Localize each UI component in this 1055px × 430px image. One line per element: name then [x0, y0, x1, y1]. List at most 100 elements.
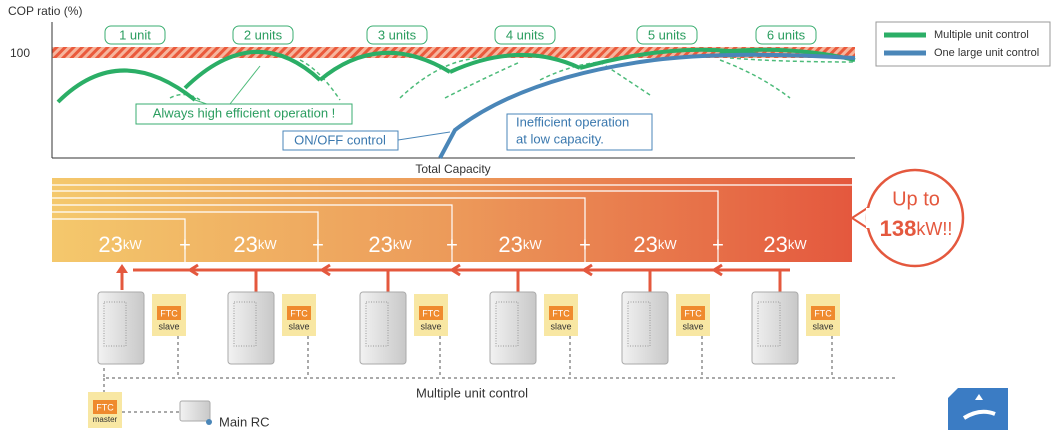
total-value: 138kW!! [880, 216, 953, 241]
extension-curves [169, 57, 856, 101]
ftc-role: slave [420, 321, 441, 331]
ftc-role: slave [158, 321, 179, 331]
pointer [397, 131, 451, 141]
pointer [229, 65, 261, 105]
unit-grille [103, 301, 127, 347]
capacity-value: 23 [763, 232, 787, 257]
unit-tag [636, 25, 698, 45]
capacity-unit: kW [123, 237, 143, 252]
multiple-unit-curve [56, 47, 856, 104]
callout-text: Always high efficient operation ! [153, 105, 336, 120]
arrow [116, 264, 128, 273]
ftc-label: FTC [552, 308, 570, 318]
ftc-role: slave [288, 321, 309, 331]
legend-label: One large unit control [934, 47, 1039, 59]
capacity-value: 23 [233, 232, 257, 257]
unit-tag [755, 25, 817, 45]
total-prefix: Up to [892, 188, 940, 210]
unit-tag [366, 25, 428, 45]
capacity-block: 23kW [498, 232, 542, 257]
ftc-role: slave [682, 321, 703, 331]
outdoor-unit [621, 291, 669, 365]
capacity-unit: kW [393, 237, 413, 252]
unit-grille [757, 301, 781, 347]
ftc-chip [419, 306, 443, 320]
plus: + [312, 234, 324, 256]
unit-grille [365, 301, 389, 347]
callout-box [135, 103, 353, 125]
sd-logo [948, 388, 1008, 430]
arrow [711, 263, 742, 277]
arrow [581, 263, 612, 277]
y-axis-label: COP ratio (%) [8, 4, 82, 18]
unit-tag-label: 1 unit [119, 27, 151, 42]
unit-grille [233, 301, 257, 347]
unit-tag-label: 5 units [648, 27, 687, 42]
capacity-block: 23kW [98, 232, 142, 257]
ftc-label: FTC [684, 308, 702, 318]
ftc-label: FTC [814, 308, 832, 318]
sd-triangle [975, 394, 983, 400]
total-unit: kW!! [916, 219, 952, 239]
plus: + [179, 234, 191, 256]
remote-label: Main RC [219, 414, 270, 429]
ftc-label: FTC [422, 308, 440, 318]
arrow [449, 263, 480, 277]
y-tick-label: 100 [10, 46, 30, 60]
ftc-role: master [93, 415, 118, 424]
outdoor-unit [489, 291, 537, 365]
unit-grille [627, 301, 651, 347]
unit-tag [494, 25, 556, 45]
ftc-chip [549, 306, 573, 320]
capacity-unit: kW [258, 237, 278, 252]
outdoor-unit [97, 291, 145, 365]
unit-tag-label: 2 units [244, 27, 283, 42]
large-unit-curve [438, 52, 856, 159]
capacity-value: 23 [633, 232, 657, 257]
ftc-chip [811, 306, 835, 320]
capacity-block: 23kW [633, 232, 677, 257]
capacity-block: 23kW [763, 232, 807, 257]
ftc-chip [93, 400, 117, 414]
ftc-chip [287, 306, 311, 320]
unit-tag-label: 6 units [767, 27, 806, 42]
callout-text: at low capacity. [516, 131, 604, 146]
capacity-unit: kW [523, 237, 543, 252]
capacity-block: 23kW [368, 232, 412, 257]
capacity-steps [52, 184, 852, 262]
capacity-block: 23kW [233, 232, 277, 257]
arrow [319, 263, 350, 277]
plus: + [712, 234, 724, 256]
sd-mark [962, 409, 996, 420]
total-number: 138 [880, 216, 917, 241]
unit-tag [232, 25, 294, 45]
outdoor-unit [227, 291, 275, 365]
unit-grille [495, 301, 519, 347]
ftc-role: slave [550, 321, 571, 331]
ftc-role: slave [812, 321, 833, 331]
outdoor-unit [751, 291, 799, 365]
control-label: Multiple unit control [416, 385, 528, 400]
target-band [52, 47, 855, 58]
plus: + [579, 234, 591, 256]
arrow [187, 263, 218, 277]
outdoor-unit [359, 291, 407, 365]
ftc-label: FTC [290, 308, 308, 318]
unit-tag-label: 3 units [378, 27, 417, 42]
callout-box [282, 130, 399, 151]
legend [875, 21, 1051, 67]
unit-tag [104, 25, 166, 45]
capacity-unit: kW [788, 237, 808, 252]
callout-box [506, 113, 653, 151]
x-axis-label: Total Capacity [415, 162, 490, 176]
legend-label: Multiple unit control [934, 29, 1029, 41]
ftc-label: FTC [160, 308, 178, 318]
bubble-join [866, 208, 874, 228]
unit-tag-label: 4 units [506, 27, 545, 42]
ftc-chip [157, 306, 181, 320]
plus: + [446, 234, 458, 256]
bullet [206, 419, 212, 425]
capacity-value: 23 [498, 232, 522, 257]
capacity-value: 23 [368, 232, 392, 257]
